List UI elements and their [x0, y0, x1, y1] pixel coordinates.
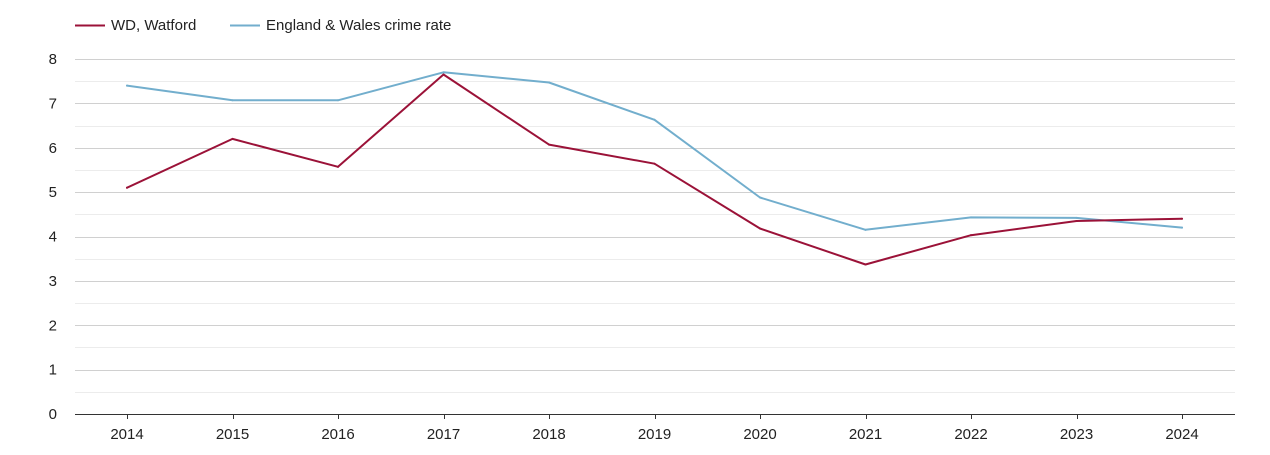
data-point	[759, 196, 761, 199]
data-point	[970, 216, 972, 219]
data-point	[126, 186, 128, 189]
y-tick-label: 4	[49, 229, 57, 246]
data-point	[653, 118, 656, 121]
data-point	[548, 143, 550, 146]
x-tick-label: 2024	[1165, 426, 1198, 443]
data-point	[653, 162, 656, 165]
legend-label: England & Wales crime rate	[266, 17, 451, 34]
y-tick-label: 0	[49, 406, 57, 423]
y-tick-label: 5	[49, 184, 57, 201]
data-point	[231, 137, 234, 140]
x-tick-label: 2019	[638, 426, 671, 443]
data-point	[864, 263, 867, 266]
x-tick-label: 2022	[954, 426, 987, 443]
legend-label: WD, Watford	[111, 17, 196, 34]
data-point	[548, 81, 550, 84]
data-point	[337, 99, 339, 102]
x-tick-label: 2015	[216, 426, 249, 443]
x-tick-label: 2014	[110, 426, 143, 443]
x-tick-label: 2021	[849, 426, 882, 443]
data-point	[1075, 216, 1078, 219]
y-axis: 0 1 2 3 4 5 6 7 8	[49, 51, 57, 423]
data-point	[1075, 219, 1078, 222]
x-tick-label: 2023	[1060, 426, 1093, 443]
data-point	[442, 71, 445, 74]
data-point	[231, 99, 234, 102]
legend: WD, Watford England & Wales crime rate	[75, 17, 451, 34]
series-layer	[126, 71, 1183, 266]
y-tick-label: 6	[49, 140, 57, 157]
data-point	[759, 227, 761, 230]
y-tick-label: 1	[49, 362, 57, 379]
x-tick-label: 2017	[427, 426, 460, 443]
data-point	[442, 73, 445, 76]
series-line-1	[126, 71, 1183, 231]
x-tick-label: 2018	[532, 426, 565, 443]
data-point	[1181, 226, 1183, 229]
y-tick-label: 2	[49, 317, 57, 334]
x-axis: 2014 2015 2016 2017 2018 2019 2020 2021 2022 2023…	[75, 414, 1235, 443]
y-tick-label: 7	[49, 95, 57, 112]
x-tick-label: 2016	[321, 426, 354, 443]
data-point	[970, 234, 972, 237]
y-tick-label: 8	[49, 51, 57, 68]
x-tick-label: 2020	[743, 426, 776, 443]
data-point	[337, 165, 339, 168]
data-point	[1181, 217, 1183, 220]
gridlines	[75, 59, 1235, 393]
data-point	[126, 84, 128, 87]
data-point	[864, 228, 867, 231]
y-tick-label: 3	[49, 273, 57, 290]
